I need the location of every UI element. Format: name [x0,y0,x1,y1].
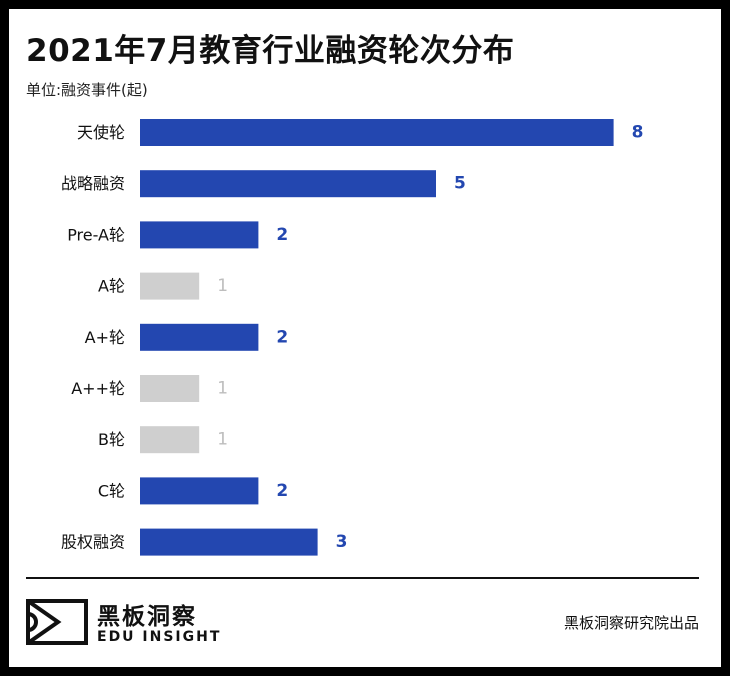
bar [140,375,200,402]
bar [140,119,614,146]
category-label: 天使轮 [77,123,125,142]
value-label: 3 [336,532,348,552]
category-label: C轮 [98,481,125,500]
unit-label: 单位:融资事件(起) [26,81,148,99]
category-label: A+轮 [85,328,125,347]
value-label: 2 [276,481,288,501]
logo-chinese-name: 黑板洞察 [97,604,197,630]
value-label: 8 [632,123,644,143]
bar [140,477,259,505]
chart-title: 2021年7月教育行业融资轮次分布 [26,33,515,69]
category-label: Pre-A轮 [67,225,125,244]
value-label: 1 [217,379,228,399]
category-label: 股权融资 [61,533,125,552]
chart-card: 2021年7月教育行业融资轮次分布 单位:融资事件(起) 天使轮 8 战略融资 5 Pr… [9,9,721,667]
bar [140,221,259,249]
value-label: 5 [454,174,466,194]
bar [140,170,436,198]
value-label: 1 [217,276,228,296]
category-label: A++轮 [71,379,125,398]
bar [140,426,200,454]
divider [26,577,699,579]
bar [140,272,200,300]
category-label: B轮 [98,430,125,449]
edu-insight-logo-icon [26,599,88,645]
value-label: 2 [276,225,288,245]
value-label: 2 [276,327,288,347]
bar-chart: 天使轮 8 战略融资 5 Pre-A轮 2 A轮 1 A+轮 2 A++轮 1 B轮 1 C轮 2 股权融资 3 [61,119,644,556]
category-label: 战略融资 [61,174,125,193]
value-label: 1 [217,430,228,450]
logo-english-name: EDU INSIGHT [97,629,222,645]
bar [140,323,259,351]
bar [140,528,318,556]
category-label: A轮 [98,277,125,296]
source-credit: 黑板洞察研究院出品 [563,614,699,632]
